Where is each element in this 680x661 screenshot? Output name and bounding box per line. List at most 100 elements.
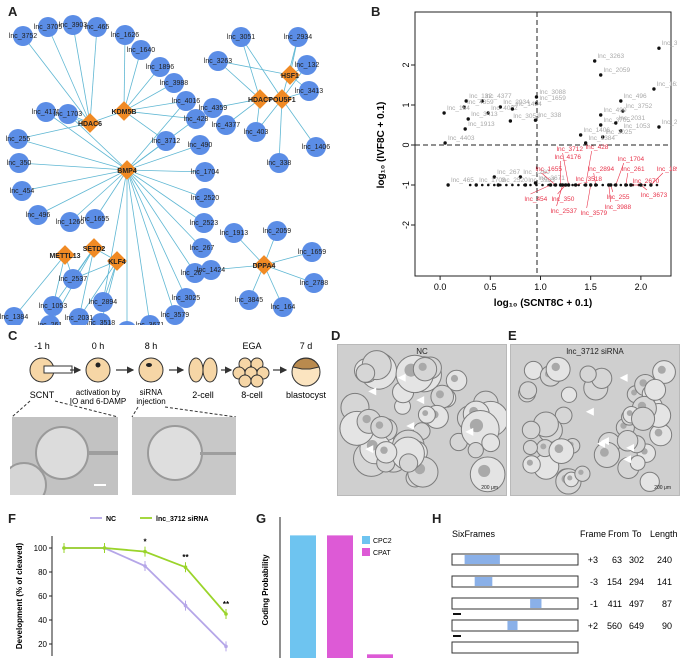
network-edge [17,122,91,140]
inner-cell-mass [526,459,533,466]
col-length: Length [650,529,678,539]
scatter-point-label: lnc_3025 [606,129,633,136]
embryo-cell [644,378,667,401]
network-edge [126,169,206,199]
lnc-node [119,321,135,325]
scatter-point [594,183,598,187]
hub-node-label: KLF4 [108,259,126,266]
col-to: To [632,529,642,539]
panel-label-b: B [371,4,381,19]
network-edge [67,113,128,171]
scatter-point [463,127,467,131]
scatter-point [560,183,565,187]
label-leader [586,184,591,209]
network-graph: lnc_3752lnc_3705lnc_3903lnc_465lnc_1626l… [0,15,330,325]
scatter-point-label: lnc_2894 [588,166,615,173]
embryo-cell [519,381,538,400]
scatter-point-label: lnc_164 [447,105,470,112]
label-leader [541,172,556,186]
lnc-node-label: lnc_3671 [136,322,165,325]
hub-node-label: KDM5B [112,109,137,116]
scatter-point [480,99,484,103]
lnc-node-label: lnc_3051 [227,34,256,41]
lnc-node [239,290,259,310]
lnc-node [176,288,196,308]
lnc-node-label: lnc_2537 [59,276,88,283]
data-point [62,546,66,550]
lnc-node [40,315,60,325]
frame-value: +2 [588,621,598,631]
sixframes-title: SixFrames [452,529,496,539]
scatter-point [510,107,515,111]
inner-cell-mass [380,446,388,454]
lnc-node [267,221,287,241]
scatter-plot: log₁₀ (SCNT8C + 0.1) log₁₀ (IVF8C + 0.1)… [376,11,677,309]
embryo-cell [629,455,646,471]
lnc-node [164,73,184,93]
embryo-cell [398,453,419,473]
lnc-node [8,129,28,149]
scatter-point [533,181,538,185]
arrowhead-marker [626,443,635,452]
panel-label-g: G [256,511,267,526]
scatter-ylabel: log₁₀ (IVF8C + 0.1) [376,102,387,189]
hub-node [117,160,137,180]
scatter-point [573,183,578,187]
scatter-point [529,183,532,187]
network-edge [21,169,128,192]
network-edge [13,254,66,318]
scatter-frame [414,11,672,277]
scatter-point [534,101,539,105]
scatter-point [624,183,628,187]
lnc-node [156,131,176,151]
scatter-point-label: lnc_3673 [641,192,668,199]
lnc-node-label: lnc_2059 [263,228,292,235]
lnc-node [63,269,83,289]
x-tick-label: 2.0 [635,282,648,292]
scatter-point-label: lnc_4022 [491,105,518,112]
legend-label: CPC2 [373,538,392,545]
oocyte-activated [85,357,111,383]
caption: 2-cell [192,390,214,400]
inner-cell-mass [375,421,384,429]
scatter-point-label: lnc_490 [604,107,627,114]
caption: IO and 6-DAMP [70,397,126,406]
inner-cell-mass [551,362,560,372]
x-tick-label: 1.0 [534,282,547,292]
scatter-point-label: lnc_3088 [539,89,566,96]
scatter-point-label: lnc_4377 [485,93,512,100]
lnc-node [43,296,63,316]
lnc-node [115,25,135,45]
frame-track [451,597,579,610]
to-value: 497 [629,599,644,609]
lnc-node-label: lnc_261 [38,322,63,325]
x-tick-label: 0.0 [434,282,447,292]
lnc-node-label: lnc_1260 [56,219,85,226]
y-tick-label: -1 [401,181,411,189]
embryo-cell [630,406,656,431]
lnc-node-label: lnc_3263 [204,58,233,65]
photo-sirna: lnc_3712 siRNA 200 μm [510,344,680,496]
network-edge [217,60,291,76]
inner-cell-mass [418,362,427,371]
scatter-point-label: lnc_3988 [605,204,632,211]
scatter-point [464,99,468,103]
embryo-cell [467,442,484,459]
label-leader [556,184,563,207]
scatter-point [518,175,523,179]
scatter-point [614,121,618,125]
label-leader [562,152,569,186]
data-point [183,565,188,569]
lnc-node-label: lnc_3845 [235,297,264,304]
lnc-node [246,122,266,142]
embryo-cell [481,433,501,453]
legend-label: lnc_3712 siRNA [156,516,209,523]
blastocyst-embryo [291,357,321,387]
data-point [102,546,107,550]
lnc-node [304,273,324,293]
data-point [224,612,228,616]
scatter-point [548,183,553,187]
lnc-node-label: lnc_4176 [32,109,61,116]
arrowhead-marker [365,445,374,454]
frame-value: +3 [588,555,598,565]
